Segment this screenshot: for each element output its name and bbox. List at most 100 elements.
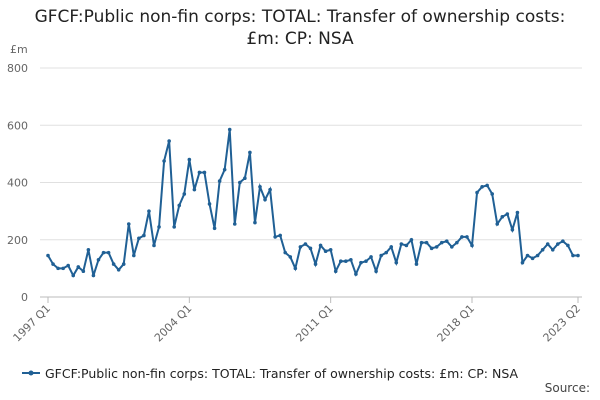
data-point	[399, 242, 404, 246]
data-point	[66, 263, 70, 268]
data-point	[106, 250, 111, 255]
data-point	[232, 222, 237, 226]
data-point	[364, 259, 368, 264]
data-point	[253, 220, 257, 225]
data-point	[384, 250, 388, 255]
data-point	[354, 272, 358, 276]
data-point	[197, 170, 202, 175]
data-point	[379, 253, 383, 258]
source: Source:	[545, 381, 590, 395]
data-point	[76, 265, 81, 269]
x-tick-label: 1997 Q1	[11, 302, 54, 345]
data-point	[132, 253, 136, 258]
data-point	[283, 250, 288, 255]
x-tick-label: 2023 Q2	[541, 302, 584, 345]
data-point	[81, 269, 86, 274]
data-point	[238, 180, 242, 185]
data-point	[202, 170, 207, 175]
data-point	[258, 184, 262, 189]
data-point	[475, 190, 479, 195]
data-point	[293, 266, 298, 271]
data-point	[349, 257, 353, 262]
legend-label: GFCF:Public non-fin corps: TOTAL: Transf…	[45, 366, 519, 381]
data-point	[566, 243, 570, 248]
data-point	[288, 255, 293, 259]
data-point	[434, 245, 439, 249]
data-point	[444, 239, 449, 243]
data-point	[480, 184, 484, 189]
data-point	[121, 262, 126, 266]
data-point	[409, 237, 414, 242]
data-point	[177, 203, 182, 208]
data-point	[217, 179, 222, 183]
y-tick-label: 600	[7, 119, 28, 132]
data-point	[540, 247, 545, 252]
data-point	[369, 255, 373, 259]
data-point	[111, 262, 116, 266]
data-point	[465, 235, 469, 239]
data-point	[374, 269, 378, 274]
data-point	[510, 227, 515, 232]
data-point	[323, 249, 328, 253]
data-point	[545, 242, 550, 246]
data-point	[152, 243, 156, 248]
data-point	[576, 253, 580, 258]
data-point	[248, 150, 252, 155]
data-point	[61, 266, 65, 271]
data-point	[182, 192, 187, 196]
legend-marker	[28, 370, 34, 376]
data-point	[530, 256, 535, 261]
data-point	[187, 157, 192, 162]
data-point	[535, 253, 540, 258]
data-point	[520, 260, 525, 265]
data-point	[86, 247, 91, 252]
data-point	[424, 240, 429, 245]
data-point	[126, 222, 131, 226]
data-point	[515, 210, 520, 215]
data-point	[394, 260, 399, 265]
data-point	[333, 269, 338, 274]
data-point	[344, 259, 348, 264]
y-tick-label: 400	[7, 177, 28, 190]
x-tick-label: 2011 Q1	[293, 302, 336, 345]
data-point	[571, 253, 575, 258]
data-point	[167, 139, 171, 143]
data-point	[207, 202, 212, 206]
data-point	[404, 243, 409, 248]
data-point	[147, 209, 151, 213]
data-point	[470, 243, 474, 248]
data-point	[303, 242, 308, 246]
data-point	[278, 233, 282, 238]
data-point	[142, 233, 146, 238]
data-point	[46, 253, 50, 258]
data-point	[273, 235, 277, 239]
data-point	[328, 247, 333, 252]
data-point	[313, 262, 318, 266]
data-point	[450, 245, 454, 249]
data-point	[192, 187, 197, 192]
data-point	[137, 236, 141, 241]
data-point	[56, 266, 60, 271]
data-line	[47, 129, 578, 278]
data-point	[172, 225, 176, 229]
data-point	[525, 253, 530, 258]
data-point	[505, 212, 510, 216]
data-point	[318, 243, 323, 248]
data-point	[51, 262, 55, 266]
data-point	[227, 127, 232, 132]
data-point	[439, 240, 444, 245]
data-point	[561, 239, 565, 243]
data-point	[490, 192, 494, 196]
data-point	[485, 183, 489, 188]
data-point	[243, 176, 247, 181]
data-point	[71, 273, 76, 278]
data-point	[359, 260, 363, 265]
data-point	[460, 235, 464, 239]
y-tick-label: 0	[21, 291, 28, 304]
data-point	[96, 257, 101, 262]
data-point	[268, 187, 272, 192]
data-point	[212, 226, 217, 231]
data-point	[308, 246, 313, 251]
